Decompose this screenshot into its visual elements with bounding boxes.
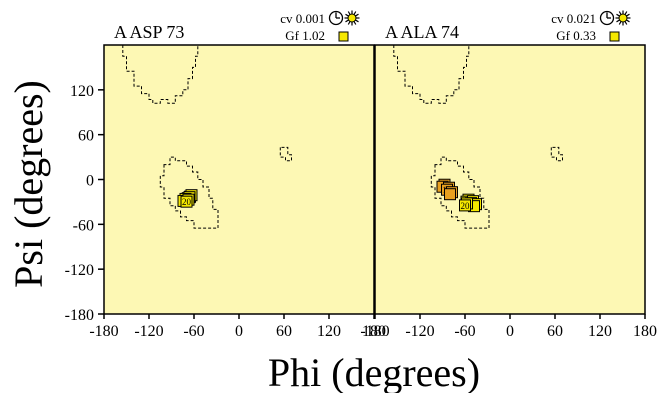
x-tick-label: 60 (276, 323, 292, 340)
x-tick-label: -60 (183, 323, 204, 340)
x-tick-label: -120 (405, 323, 434, 340)
data-point: 20 (180, 193, 195, 208)
sun-core (618, 13, 628, 23)
point-front-face (444, 188, 456, 201)
sun-icon (615, 10, 631, 26)
x-axis-label: Phi (degrees) (268, 350, 480, 393)
panel-2: A ALA 74 cv 0.021 Gf 0.33 -180 -120 -60 0 60 120… (360, 10, 657, 340)
x-tick-label: 180 (362, 323, 386, 340)
sun-icon (344, 10, 360, 26)
y-tick-label: 0 (86, 173, 94, 190)
y-tick-label: -180 (65, 307, 94, 324)
point-label: 20 (182, 197, 192, 207)
x-tick-label: 0 (506, 323, 514, 340)
y-tick-label: 120 (70, 83, 94, 100)
y-tick-label: 60 (78, 128, 94, 145)
x-tick-label: 180 (633, 323, 657, 340)
point-front-face (180, 195, 193, 208)
x-tick-label: 120 (317, 323, 341, 340)
yellow-square-icon (609, 31, 620, 42)
point-front-face (459, 199, 471, 212)
allowed-region-contour (550, 146, 563, 162)
cv-text: cv 0.001 (280, 11, 325, 26)
sun-core (347, 13, 357, 23)
panel-title: A ALA 74 (385, 22, 459, 42)
allowed-region-contour (279, 146, 292, 162)
plot-area (104, 45, 374, 314)
allowed-region-contour (393, 44, 470, 104)
cv-text: cv 0.021 (551, 11, 596, 26)
point-label: 20 (461, 201, 471, 211)
y-tick-label: -60 (73, 217, 94, 234)
x-tick-label: 0 (235, 323, 243, 340)
x-tick-label: -60 (454, 323, 475, 340)
allowed-region-contour (430, 156, 490, 229)
yellow-square-icon (338, 31, 349, 42)
gf-text: Gf 0.33 (556, 28, 596, 43)
plot-area (375, 45, 645, 314)
gf-text: Gf 1.02 (285, 28, 325, 43)
x-tick-label: 60 (547, 323, 563, 340)
panel-title: A ASP 73 (114, 22, 184, 42)
x-tick-label: 120 (588, 323, 612, 340)
x-tick-label: -180 (89, 323, 118, 340)
clock-icon (599, 10, 615, 26)
y-axis-label: Psi (degrees) (6, 80, 51, 288)
y-tick-label: -120 (65, 262, 94, 279)
allowed-region-contour (159, 156, 219, 229)
data-point (444, 186, 458, 201)
allowed-region-contour (122, 44, 199, 104)
data-point: 20 (459, 197, 473, 212)
clock-icon (328, 10, 344, 26)
panel-1: A ASP 73 cv 0.001 Gf 1.02 120 60 0 -60 -120 -180… (65, 10, 386, 340)
x-tick-label: -120 (134, 323, 163, 340)
x-tick-label: -180 (360, 323, 389, 340)
